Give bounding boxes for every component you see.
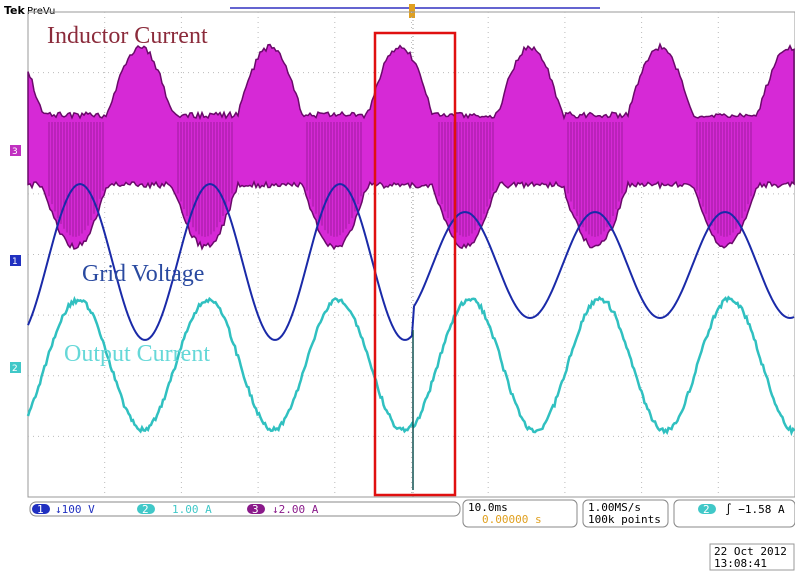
label-output: Output Current	[64, 341, 210, 367]
ch1-num: 1	[37, 503, 44, 516]
ch3-scale: ↓2.00 A	[272, 503, 319, 516]
points: 100k points	[588, 513, 661, 526]
label-inductor: Inductor Current	[47, 23, 208, 49]
position: 0.00000 s	[482, 513, 542, 526]
marker-ch2: 2	[12, 364, 18, 374]
ch2-num: 2	[142, 503, 149, 516]
trig-level: ∫ −1.58 A	[725, 503, 785, 516]
ch1-scale: ↓100 V	[55, 503, 95, 516]
marker-ch3: 3	[12, 147, 18, 157]
ch2-scale: 1.00 A	[172, 503, 212, 516]
trigger-pos	[409, 4, 415, 18]
marker-ch1: 1	[12, 257, 18, 267]
clock: 13:08:41	[714, 557, 767, 570]
brand: Tek	[4, 4, 26, 17]
ch3-num: 3	[252, 503, 259, 516]
trig-ch: 2	[703, 503, 710, 516]
label-grid: Grid Voltage	[82, 261, 204, 287]
